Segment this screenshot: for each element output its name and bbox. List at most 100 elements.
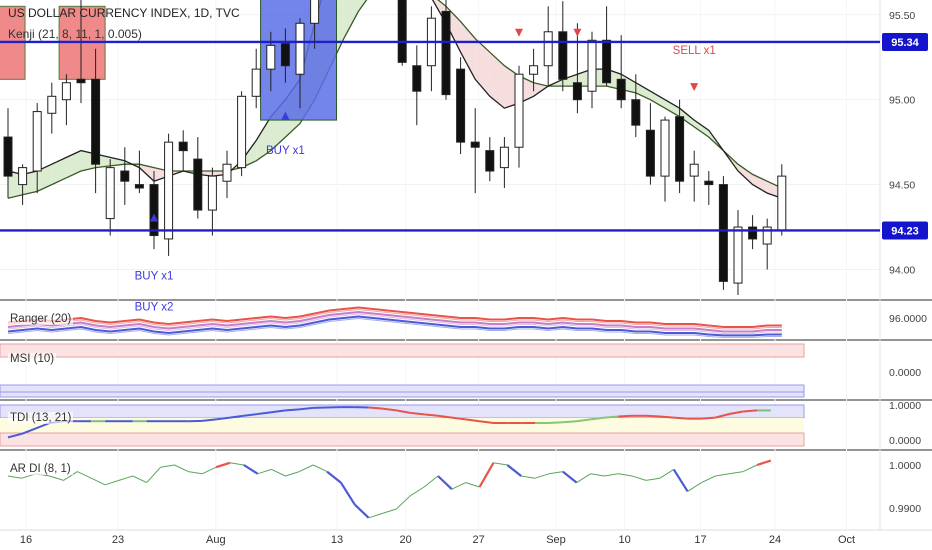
kenji-cloud-segment (489, 52, 505, 109)
tdi-tick-label: 0.0000 (889, 435, 921, 447)
kenji-cloud-segment (635, 82, 651, 100)
ardi-segment (618, 473, 633, 477)
tdi-segment (215, 416, 231, 421)
candle-body (762, 226, 772, 245)
kenji-cloud-segment (665, 99, 680, 117)
tdi-band-lower (0, 432, 805, 447)
price-level-badge (882, 221, 928, 240)
ardi-segment (49, 475, 64, 481)
candle-body (120, 170, 130, 182)
ardi-segment (729, 471, 744, 475)
candle-body (485, 150, 495, 172)
ardi-segment (521, 475, 536, 479)
ardi-segment (271, 468, 286, 477)
tdi-segment (743, 409, 758, 413)
price-level-label: 94.23 (891, 225, 919, 237)
tdi-segment (202, 418, 217, 422)
buy-arrow-icon (281, 111, 290, 120)
tdi-segment (410, 411, 425, 416)
ardi-segment (63, 471, 78, 481)
tdi-segment (299, 406, 314, 411)
ardi-segment (174, 464, 189, 473)
ranger-line (7, 308, 782, 330)
candle-body (558, 31, 568, 80)
tdi-tick-label: 1.0000 (889, 400, 921, 412)
tdi-segment (21, 427, 37, 435)
ardi-segment (409, 486, 425, 497)
ardi-segment (104, 479, 120, 486)
candle-body (572, 82, 582, 101)
ardi-segment (701, 475, 716, 484)
time-tick-label: 20 (399, 534, 411, 546)
tdi-segment (604, 415, 619, 419)
ardi-pane-label: AR DI (8, 1) (8, 463, 73, 475)
ardi-segment (285, 471, 300, 477)
msi-band-lower (0, 384, 805, 398)
candle-body (134, 184, 144, 189)
tdi-segment (257, 411, 272, 415)
ardi-segment (478, 462, 495, 488)
ardi-segment (91, 477, 106, 486)
ardi-segment (243, 464, 259, 475)
tdi-segment (673, 416, 688, 420)
ranger-line (7, 310, 782, 333)
signal-label: BUY x2 (135, 301, 174, 313)
price-level-badge (882, 32, 928, 51)
candle-body (32, 111, 42, 172)
time-tick-label: 27 (472, 534, 484, 546)
ardi-segment (576, 473, 591, 484)
candle-body (514, 73, 524, 148)
kenji-slow-line (7, 0, 783, 199)
tdi-segment (382, 407, 397, 412)
candle-body (456, 68, 466, 143)
tdi-pane-label: TDI (13, 21) (8, 412, 74, 424)
kenji-cloud-segment (256, 116, 271, 161)
tdi-segment (368, 406, 383, 410)
candle-body (529, 65, 539, 75)
candle-body (164, 141, 174, 240)
kenji-fast-line (7, 0, 783, 199)
candle-body (616, 78, 626, 101)
ardi-segment (715, 473, 730, 477)
kenji-cloud-segment (679, 108, 695, 127)
ranger-pane-label: Ranger (20) (8, 313, 74, 325)
kenji-cloud-segment (51, 157, 67, 185)
msi-band-upper (0, 343, 805, 358)
ranger-line (7, 306, 782, 328)
candle-body (748, 226, 758, 240)
time-tick-label: 17 (694, 534, 706, 546)
ardi-tick-label: 0.9900 (889, 503, 921, 515)
ranger-line (7, 313, 782, 334)
tdi-segment (548, 421, 563, 424)
price-tick-label: 95.50 (889, 10, 915, 22)
tdi-segment (465, 418, 480, 423)
ardi-segment (299, 464, 314, 473)
ardi-segment (7, 475, 22, 479)
candle-body (777, 175, 787, 231)
tdi-segment (715, 413, 730, 419)
time-tick-label: Sep (546, 534, 566, 546)
candle-body (149, 184, 159, 237)
ardi-segment (118, 475, 133, 481)
time-tick-label: 24 (769, 534, 781, 546)
candle-body (266, 44, 276, 70)
ardi-segment (534, 473, 550, 479)
ardi-segment (423, 475, 439, 488)
ardi-segment (160, 464, 175, 468)
ardi-segment (451, 482, 466, 490)
price-tick-label: 95.00 (889, 95, 915, 107)
candle-body (76, 78, 86, 84)
candle-body (543, 31, 553, 67)
tdi-segment (576, 418, 591, 423)
ardi-segment (396, 495, 411, 510)
ardi-segment (631, 475, 647, 481)
candle-body (675, 116, 685, 182)
candle-body (207, 175, 217, 211)
ardi-segment (77, 471, 92, 479)
candle-body (631, 99, 641, 126)
ardi-segment (590, 473, 605, 477)
candle-body (251, 68, 261, 97)
kenji-cloud-segment (694, 120, 709, 138)
kenji-cloud-segment (460, 21, 476, 80)
